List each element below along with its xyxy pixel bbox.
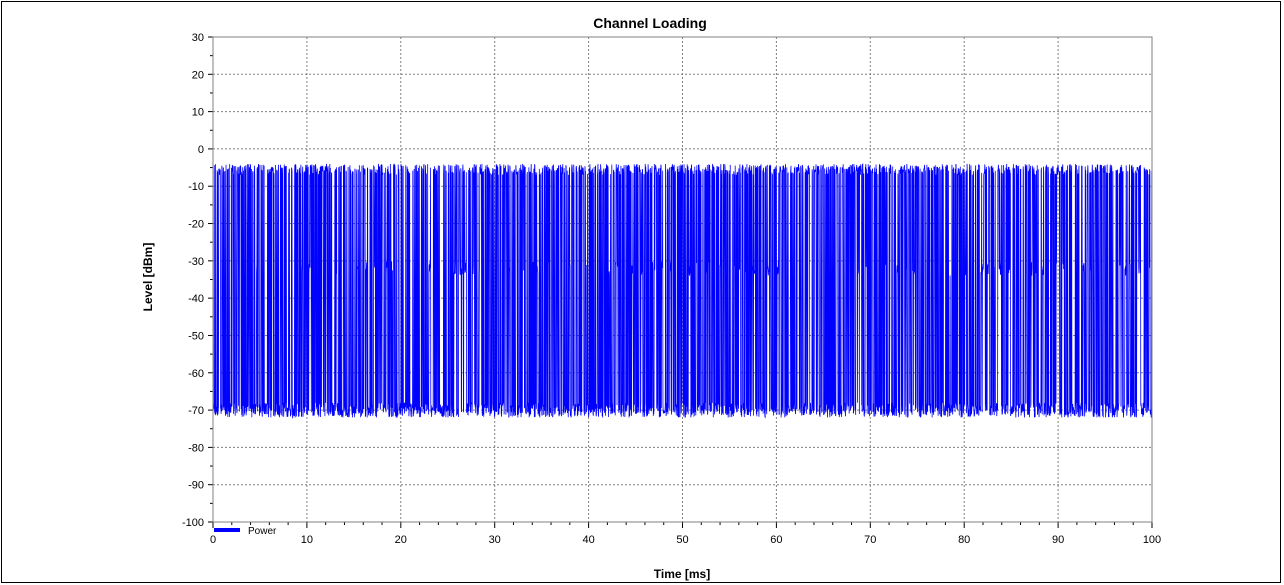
- power-series-line: [212, 163, 1153, 419]
- y-tick-label: 30: [192, 32, 204, 44]
- y-tick-label: -40: [188, 293, 204, 305]
- x-tick-label: 60: [770, 534, 782, 546]
- y-tick-label: 10: [192, 107, 204, 119]
- x-tick-label: 90: [1052, 534, 1064, 546]
- y-tick-label: -100: [182, 517, 204, 529]
- legend-swatch-power: [214, 528, 240, 532]
- power-series: [212, 163, 1153, 419]
- x-tick-label: 50: [676, 534, 688, 546]
- y-tick-label: -80: [188, 442, 204, 454]
- x-tick-label: 20: [395, 534, 407, 546]
- y-axis-title: Level [dBm]: [141, 243, 155, 312]
- y-tick-label: -60: [188, 368, 204, 380]
- y-tick-label: -30: [188, 256, 204, 268]
- x-tick-label: 40: [582, 534, 594, 546]
- x-tick-label: 30: [489, 534, 501, 546]
- x-tick-label: 80: [958, 534, 970, 546]
- y-tick-label: 20: [192, 69, 204, 81]
- x-axis-title: Time [ms]: [654, 567, 710, 581]
- y-tick-label: -20: [188, 219, 204, 231]
- x-tick-label: 0: [210, 534, 216, 546]
- y-tick-label: -50: [188, 330, 204, 342]
- x-tick-label: 100: [1143, 534, 1161, 546]
- y-tick-label: 0: [198, 144, 204, 156]
- x-tick-label: 10: [301, 534, 313, 546]
- legend-label-power: Power: [248, 526, 277, 537]
- legend: Power: [214, 526, 277, 537]
- y-tick-label: -10: [188, 181, 204, 193]
- chart-title: Channel Loading: [593, 15, 707, 31]
- y-tick-label: -90: [188, 480, 204, 492]
- y-tick-label: -70: [188, 405, 204, 417]
- x-tick-label: 70: [864, 534, 876, 546]
- plot-border: [212, 36, 1153, 523]
